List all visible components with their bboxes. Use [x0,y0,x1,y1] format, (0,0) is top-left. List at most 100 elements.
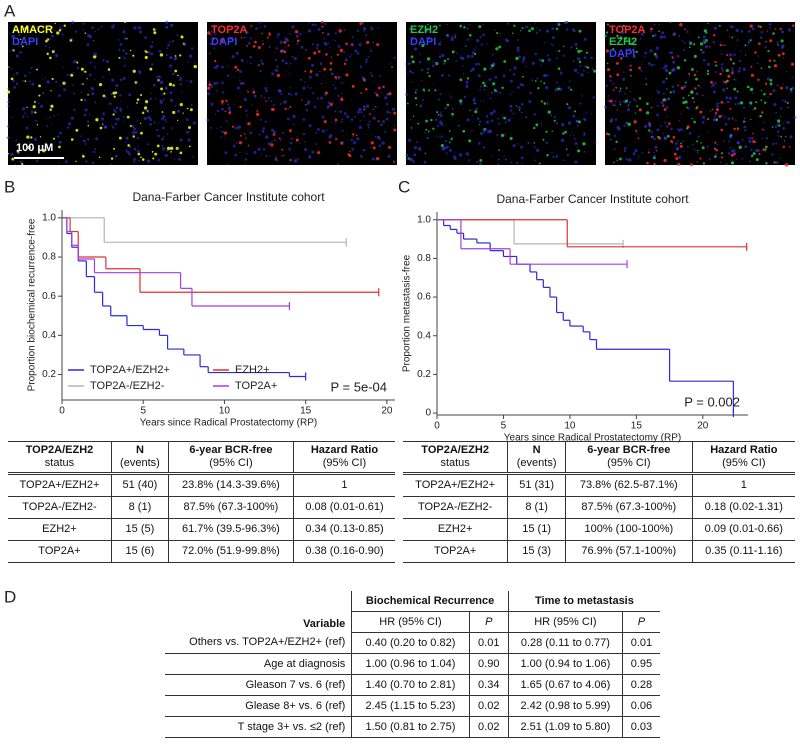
cell-dot [7,105,10,108]
cell-dot [574,142,578,146]
cell-dot [465,80,469,84]
table-cell: 8 (1) [507,496,566,519]
header-text: (95% CI) [722,457,766,469]
cell-dot [81,29,84,31]
cell-dot [512,144,516,148]
cell-dot [49,56,52,60]
cell-dot [388,111,391,114]
cell-dot [647,151,650,154]
cell-dot [517,39,520,41]
cell-dot [551,151,553,154]
cell-dot [733,79,735,81]
km-curve [62,217,380,297]
cell-dot [94,66,97,69]
y-tick-label: 0.8 [417,253,431,264]
cell-dot [66,73,69,76]
cell-dot [702,39,706,43]
cell-dot [613,148,616,151]
cell-dot [49,108,52,111]
cell-dot [552,155,555,159]
cell-dot [149,67,153,71]
cell-dot [653,151,655,154]
cell-dot [721,63,724,66]
cell-dot [70,138,74,141]
cell-dot [610,118,614,122]
cell-dot [692,96,694,99]
cell-dot [719,72,722,76]
cell-dot [44,77,46,79]
cell-dot [782,99,785,102]
cell-dot [684,28,686,31]
cell-dot [575,47,578,50]
cell-dot [772,89,776,93]
cell-dot [733,127,736,131]
cell-dot [556,57,558,60]
cell-dot [291,25,295,29]
cell-dot [166,149,169,152]
cell-dot [695,107,698,110]
cell-dot [70,73,74,77]
cell-dot [262,40,264,42]
cell-dot [785,120,787,123]
cell-dot [324,42,328,46]
cell-dot [427,130,430,133]
cell-dot [339,101,341,104]
cell-dot [244,163,247,166]
cell-dot [564,21,567,24]
cell-dot [696,140,699,143]
cell-dot [344,58,348,62]
cell-dot [734,119,737,122]
cell-dot [36,68,38,71]
cell-dot [451,108,454,111]
cell-dot [660,100,664,105]
cell-dot [159,53,164,57]
cell-dot [768,23,772,26]
cell-dot [646,161,649,165]
cell-dot [358,107,362,112]
cell-dot [10,152,14,157]
cell-dot [323,38,325,40]
cell-dot [22,79,25,82]
cell-dot [558,49,561,52]
cell-dot [59,85,62,87]
cell-dot [459,56,463,59]
cell-dot [479,85,482,88]
cell-dot [569,134,571,137]
header-cell: Hazard Ratio (95% CI) [691,441,795,475]
cell-dot [213,81,217,85]
cell-dot [567,86,571,90]
cell-dot [786,102,789,105]
group-header: Biochemical Recurrence [351,591,509,612]
cell-dot [413,153,417,157]
cell-dot [734,96,738,100]
cell-dot [295,30,299,34]
cell-dot [566,153,570,157]
cell-dot [545,85,549,90]
cell-dot [243,36,246,39]
cell-dot [409,118,412,121]
cell-dot [760,99,763,102]
header-text: (95% CI) [209,457,253,469]
cell-dot [609,75,612,78]
cell-dot [279,103,282,106]
cell-dot [577,149,581,153]
cell-dot [455,36,457,39]
cell-dot [62,66,64,69]
cell-dot [183,42,187,47]
cell-dot [273,130,277,134]
cell-dot [426,57,431,61]
cell-dot [189,108,193,112]
cell-dot [731,36,734,39]
cell-dot [323,67,327,71]
cell-dot [512,112,515,115]
table-cell: 73.8% (62.5-87.1%) [565,473,693,497]
cell-dot [530,27,535,31]
cell-dot [245,109,248,113]
cell-dot [774,28,777,30]
cell-dot [724,44,726,47]
cell-dot [694,148,696,151]
cell-dot [415,104,418,106]
cell-dot [144,50,147,52]
cell-dot [473,97,476,99]
table-cell: 1.00 (0.96 to 1.04) [351,653,470,675]
